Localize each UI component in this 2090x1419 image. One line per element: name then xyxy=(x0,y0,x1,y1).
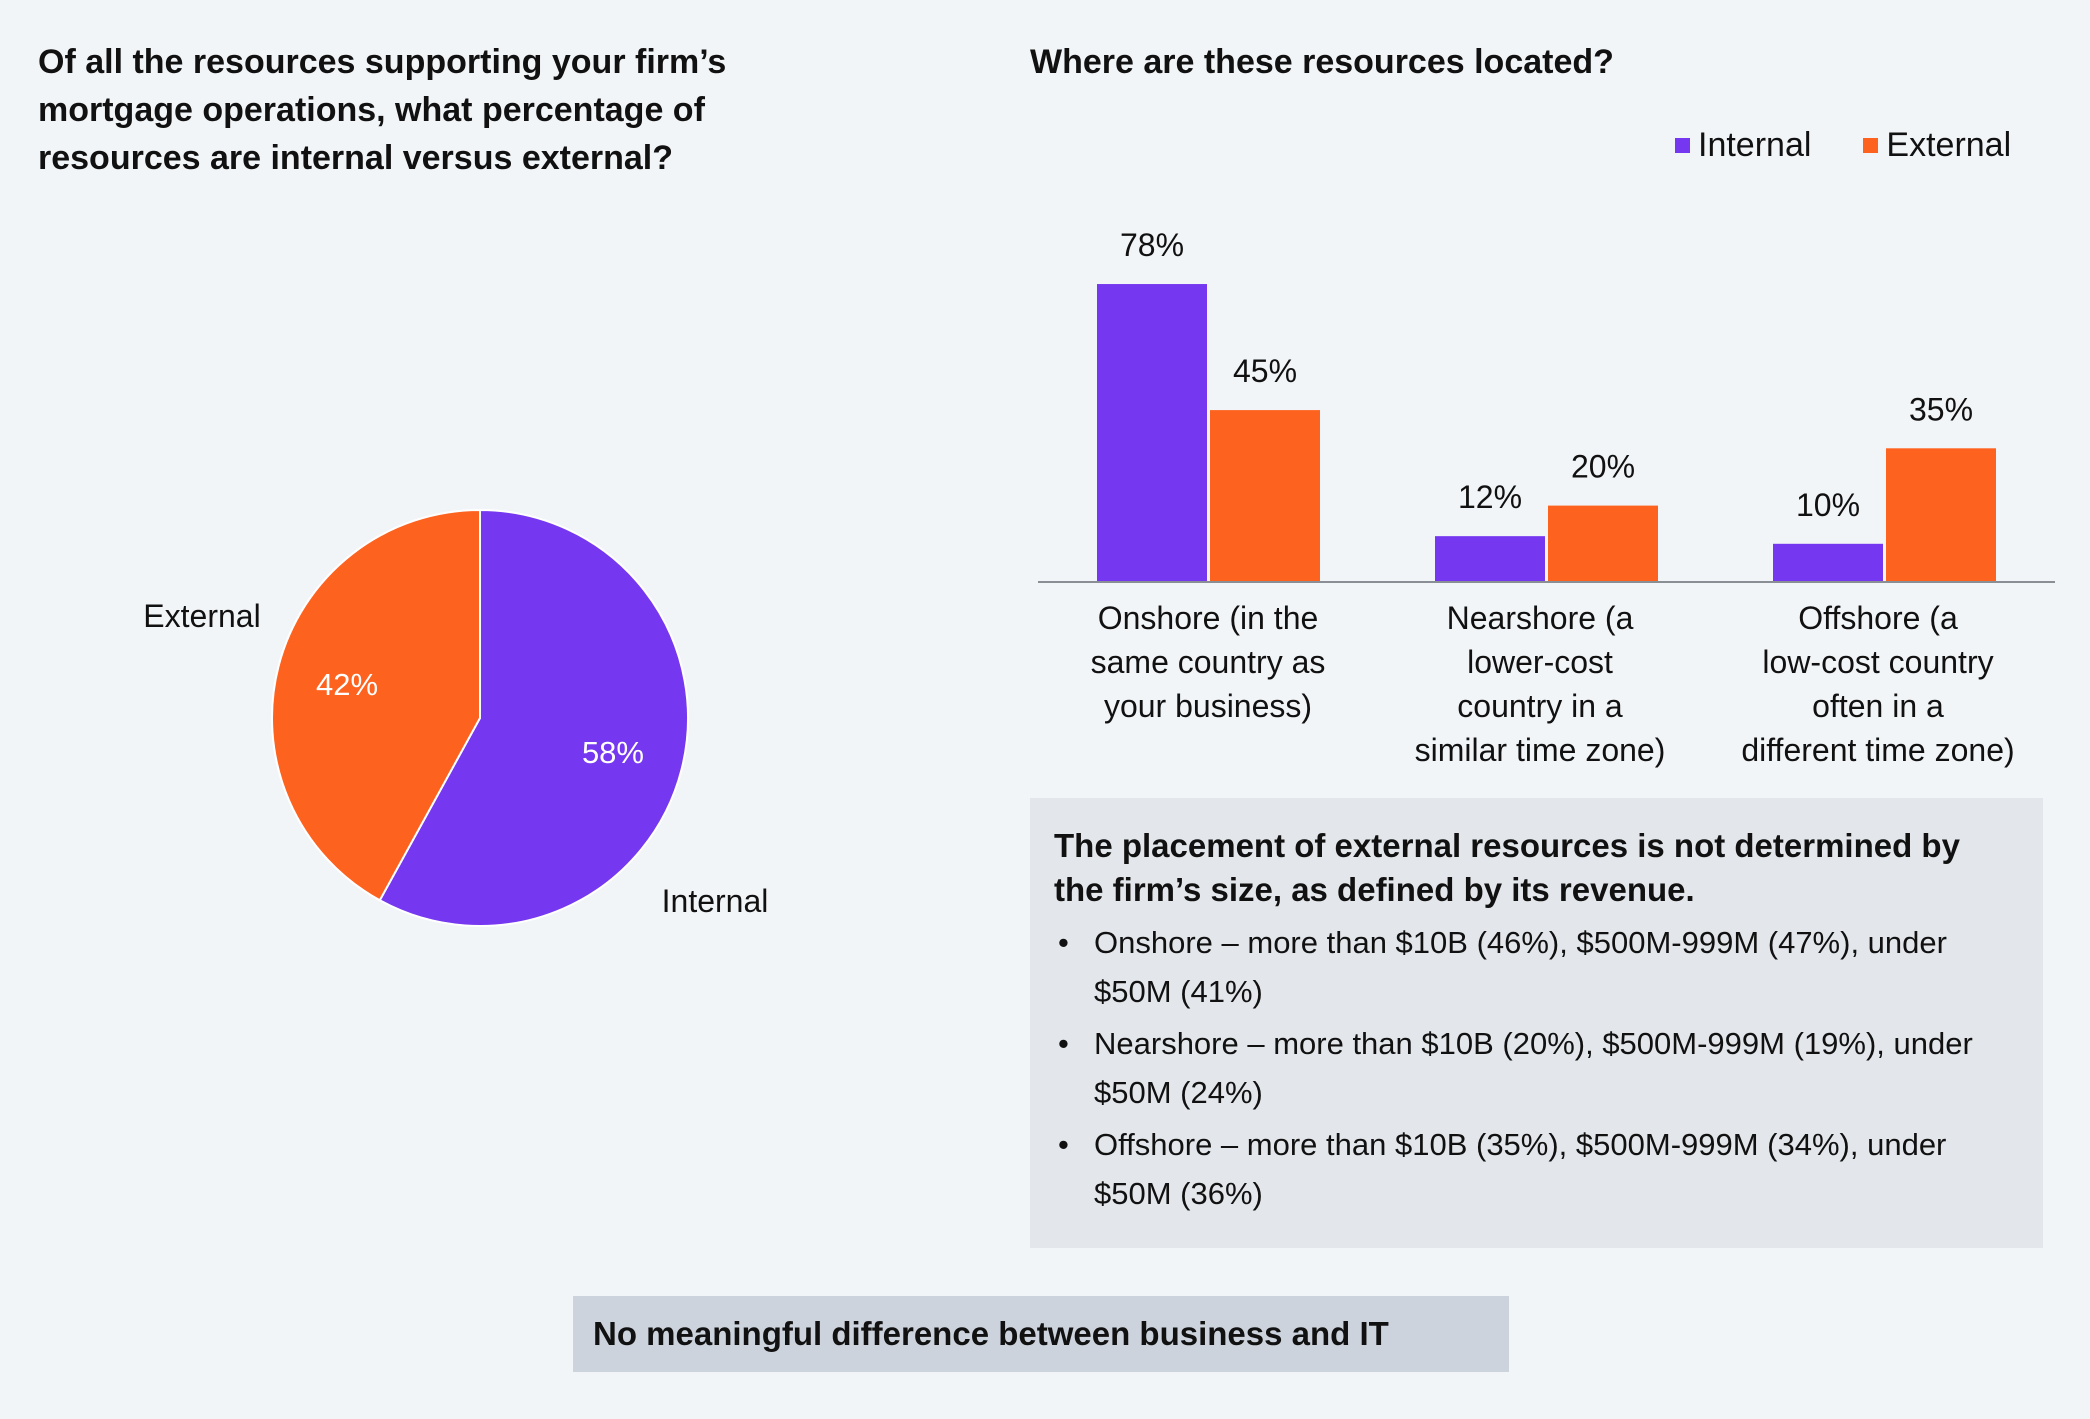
legend-swatch-external xyxy=(1863,138,1879,153)
pie-question-title: Of all the resources supporting your fir… xyxy=(38,43,727,177)
category-line: Offshore (a xyxy=(1798,600,1958,636)
bar-value-label-internal-0: 78% xyxy=(1120,227,1184,263)
pie-category-label-internal: Internal xyxy=(662,883,769,919)
category-line: Nearshore (a xyxy=(1446,600,1634,636)
category-label-offshore: Offshore (a low-cost country often in a … xyxy=(1723,596,2033,772)
category-line: same country as xyxy=(1090,644,1326,680)
category-line: different time zone) xyxy=(1741,732,2015,768)
category-line: similar time zone) xyxy=(1414,732,1666,768)
legend-item-external: External xyxy=(1863,126,2011,165)
note-item-text: Nearshore – more than $10B (20%), $500M-… xyxy=(1094,1026,1973,1110)
note-item-offshore: • Offshore – more than $10B (35%), $500M-… xyxy=(1054,1120,2013,1218)
size-note-panel: The placement of external resources is n… xyxy=(1030,798,2043,1248)
bar-internal-0 xyxy=(1097,284,1207,582)
pie-value-label-external: 42% xyxy=(316,667,378,702)
bullet: • xyxy=(1058,925,1069,960)
category-line: Onshore (in the xyxy=(1097,600,1319,636)
bullet: • xyxy=(1058,1127,1069,1162)
legend-swatch-internal xyxy=(1675,138,1690,153)
category-label-onshore: Onshore (in the same country as your bus… xyxy=(1053,596,1363,728)
pie-slice-external xyxy=(271,508,481,902)
note-item-text: Onshore – more than $10B (46%), $500M-99… xyxy=(1094,925,1947,1009)
pie-category-label-external: External xyxy=(143,598,260,634)
bar-value-label-external-2: 35% xyxy=(1909,391,1973,427)
pie-value-label-internal: 58% xyxy=(582,735,644,770)
category-line: often in a xyxy=(1812,688,1944,724)
bar-internal-2 xyxy=(1773,543,1883,582)
bar-value-label-external-0: 45% xyxy=(1233,353,1297,389)
bar-legend: Internal External xyxy=(1675,126,2011,165)
bar-external-0 xyxy=(1210,410,1320,582)
note-item-text: Offshore – more than $10B (35%), $500M-9… xyxy=(1094,1127,1947,1211)
note-list: • Onshore – more than $10B (46%), $500M-9… xyxy=(1054,918,2013,1218)
footer-callout: No meaningful difference between busines… xyxy=(573,1296,1509,1372)
category-line: your business) xyxy=(1103,688,1313,724)
bar-value-label-internal-1: 12% xyxy=(1458,479,1522,515)
bar-question-title: Where are these resources located? xyxy=(1030,43,1614,81)
category-label-nearshore: Nearshore (a lower-cost country in a sim… xyxy=(1385,596,1695,772)
category-line: lower-cost xyxy=(1467,644,1613,680)
pie-slice-internal xyxy=(378,508,689,927)
category-line: country in a xyxy=(1457,688,1623,724)
legend-item-internal: Internal xyxy=(1675,126,1811,165)
note-item-onshore: • Onshore – more than $10B (46%), $500M-9… xyxy=(1054,918,2013,1016)
category-line: low-cost country xyxy=(1762,644,1994,680)
legend-label-external: External xyxy=(1886,126,2012,164)
bullet: • xyxy=(1058,1026,1069,1061)
bar-internal-1 xyxy=(1435,536,1545,582)
legend-label-internal: Internal xyxy=(1698,126,1812,164)
note-heading: The placement of external resources is n… xyxy=(1054,827,1960,908)
note-item-nearshore: • Nearshore – more than $10B (20%), $500M… xyxy=(1054,1019,2013,1117)
bar-value-label-internal-2: 10% xyxy=(1796,487,1860,523)
bar-external-1 xyxy=(1548,505,1658,582)
bar-external-2 xyxy=(1886,448,1996,582)
bar-value-label-external-1: 20% xyxy=(1571,449,1635,485)
